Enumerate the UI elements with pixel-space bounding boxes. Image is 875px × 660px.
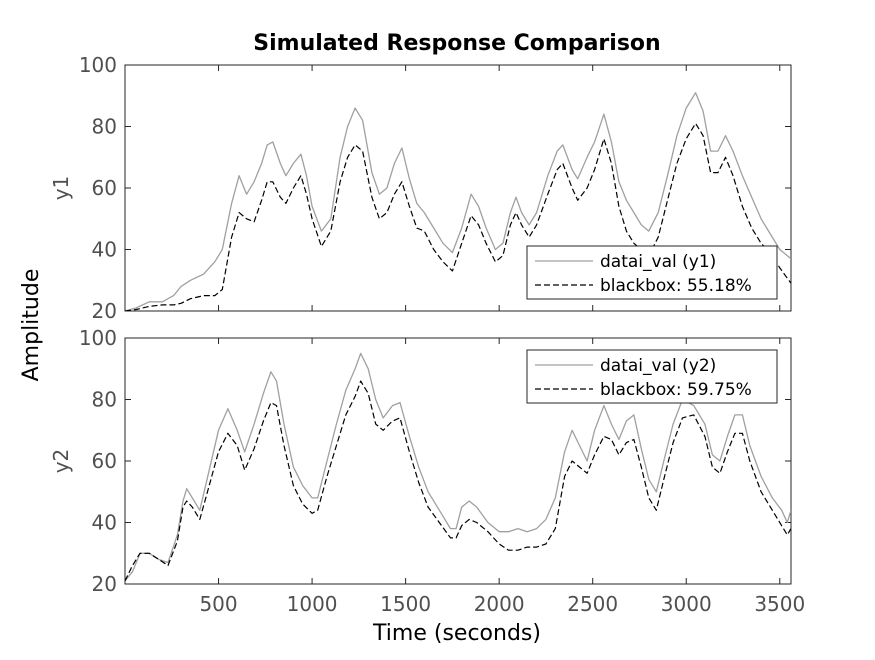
legend-entry-label: blackbox: 55.18% <box>600 276 752 296</box>
x-tick-label: 2500 <box>567 592 618 616</box>
y-tick-label: 20 <box>92 299 117 323</box>
legend-y1: datai_val (y1) blackbox: 55.18% <box>526 245 778 300</box>
y-tick-label: 40 <box>92 238 117 262</box>
panel-y2: 20 40 60 80 100 500 1000 1500 2000 2500 3000 3500 y2… <box>49 326 805 616</box>
y-tick-label: 20 <box>92 572 117 596</box>
y-tick-label: 60 <box>92 176 117 200</box>
y-tick-label: 80 <box>92 115 117 139</box>
legend-box <box>526 349 778 404</box>
legend-entry-label: datai_val (y2) <box>600 356 716 376</box>
series-line-data <box>125 352 791 582</box>
y-tick-label: 100 <box>79 53 117 77</box>
series-line-data <box>125 92 791 311</box>
series-line-blackbox <box>125 380 791 582</box>
y-tick-label: 60 <box>92 449 117 473</box>
panel-y1: 20 40 60 80 100 y1 datai_val (y1) blackbox: 55.… <box>49 53 792 323</box>
series-line-blackbox <box>125 122 791 311</box>
y-tick-label: 100 <box>79 326 117 350</box>
legend-entry-label: blackbox: 59.75% <box>600 380 752 400</box>
legend-box <box>526 245 778 300</box>
legend-entry-label: datai_val (y1) <box>600 252 716 272</box>
x-tick-label: 3000 <box>661 592 712 616</box>
x-tick-label: 1000 <box>287 592 338 616</box>
chart-title: Simulated Response Comparison <box>253 31 660 56</box>
panel-y-label: y2 <box>49 449 73 474</box>
x-tick-label: 500 <box>199 592 237 616</box>
panel-y-label: y1 <box>49 176 73 201</box>
x-tick-label: 1500 <box>380 592 431 616</box>
x-axis-label: Time (seconds) <box>372 621 541 646</box>
x-tick-label: 3500 <box>754 592 805 616</box>
legend-y2: datai_val (y2) blackbox: 59.75% <box>526 349 778 404</box>
panels: 20 40 60 80 100 y1 datai_val (y1) blackbox: 55.… <box>49 53 805 616</box>
y-tick-label: 40 <box>92 511 117 535</box>
y-axis-label: Amplitude <box>19 269 44 382</box>
y-tick-label: 80 <box>92 388 117 412</box>
x-tick-label: 2000 <box>474 592 525 616</box>
